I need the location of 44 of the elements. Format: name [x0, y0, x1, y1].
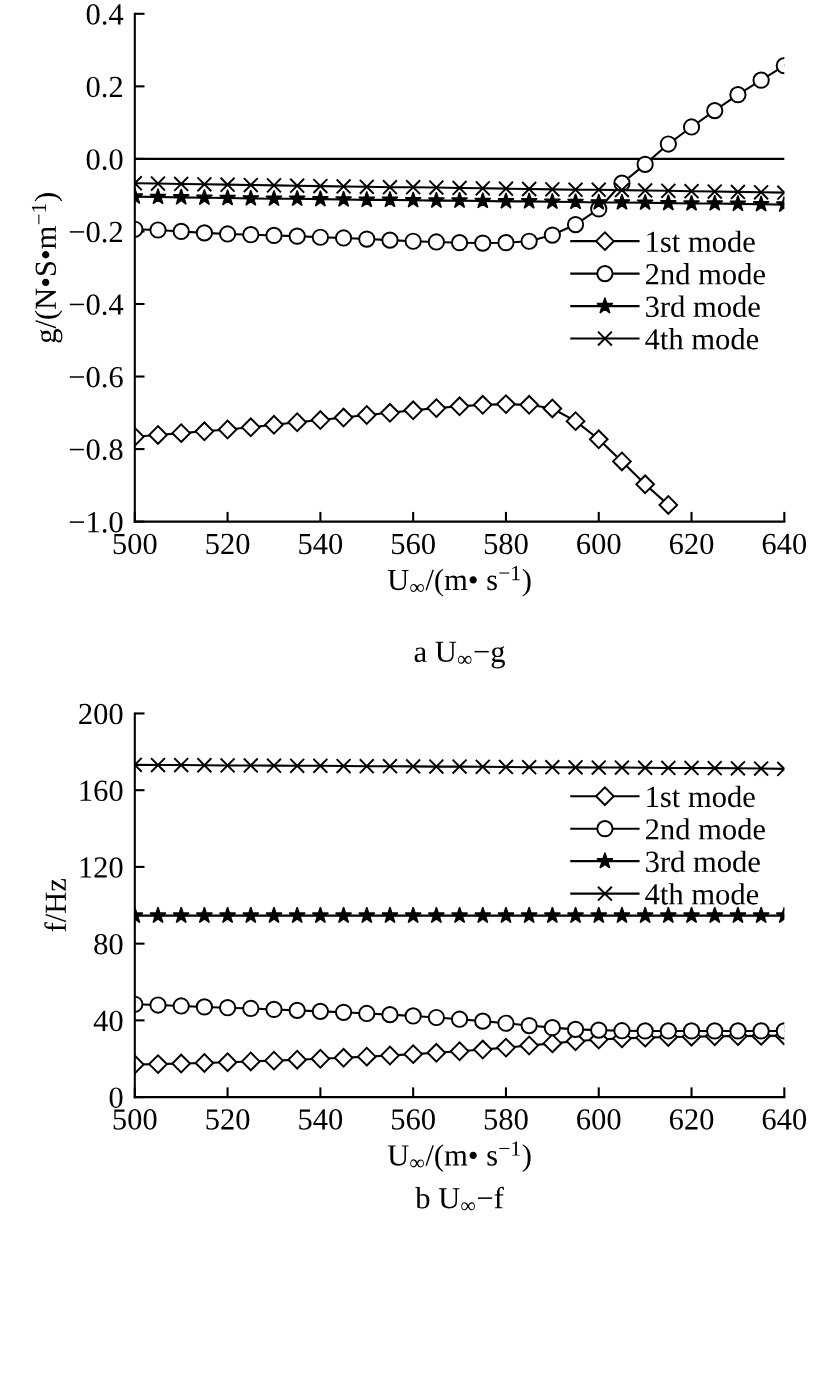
- legend-label: 1st mode: [647, 230, 755, 253]
- x-tick-label: 600: [577, 1109, 621, 1130]
- x-axis-title: U$_{∞}$/(m• s$^{−1}$): [387, 566, 531, 597]
- y-tick-label: −1.0: [69, 511, 123, 533]
- y-tick-label: 0.4: [86, 4, 124, 25]
- legend-label: 3rd mode: [646, 295, 760, 318]
- text: b U$_{∞}$−f: [415, 1186, 504, 1211]
- x-tick-label: 520: [206, 533, 250, 555]
- y-tick-label: −0.2: [69, 221, 123, 243]
- y-tick-label: 80: [94, 933, 123, 955]
- legend-label: 3rd mode: [646, 850, 760, 873]
- x-tick-label: 620: [669, 533, 714, 555]
- x-tick-label: 560: [392, 533, 435, 555]
- legend-label: 4th mode: [645, 328, 759, 350]
- x-tick-label: 640: [762, 533, 807, 555]
- x-tick-label: 520: [206, 1109, 250, 1130]
- y-tick-label: 0.0: [86, 149, 123, 170]
- y-tick-label: 0: [109, 1087, 123, 1108]
- y-tick-label: 200: [79, 703, 123, 725]
- legend-label: 2nd mode: [645, 263, 765, 285]
- y-tick-label: 0.2: [86, 76, 123, 98]
- text: a U$_{∞}$−g: [414, 641, 505, 669]
- x-tick-label: 540: [299, 1109, 343, 1130]
- x-tick-label: 560: [392, 1109, 435, 1130]
- x-tick-label: 500: [113, 533, 157, 555]
- x-tick-label: 500: [113, 1109, 157, 1130]
- y-tick-label: 160: [80, 780, 123, 802]
- y-tick-label: 40: [93, 1010, 123, 1032]
- legend-label: 4th mode: [645, 883, 759, 905]
- x-tick-label: 640: [762, 1109, 807, 1130]
- y-axis-title: g/(N•S•m$^{−1}$): [31, 193, 63, 343]
- x-tick-label: 580: [484, 1109, 528, 1130]
- y-tick-label: −0.6: [69, 366, 123, 388]
- y-axis-title: f/Hz: [44, 878, 67, 932]
- legend-label: 1st mode: [647, 785, 755, 808]
- x-tick-label: 580: [484, 533, 528, 555]
- x-tick-label: 600: [577, 533, 621, 555]
- y-tick-label: −0.8: [69, 439, 123, 461]
- x-tick-label: 620: [669, 1109, 714, 1130]
- legend-label: 2nd mode: [645, 818, 765, 840]
- x-axis-title: U$_{∞}$/(m• s$^{−1}$): [387, 1141, 531, 1172]
- y-tick-label: −0.4: [69, 294, 124, 316]
- x-tick-label: 540: [299, 533, 343, 555]
- y-tick-label: 120: [80, 857, 123, 878]
